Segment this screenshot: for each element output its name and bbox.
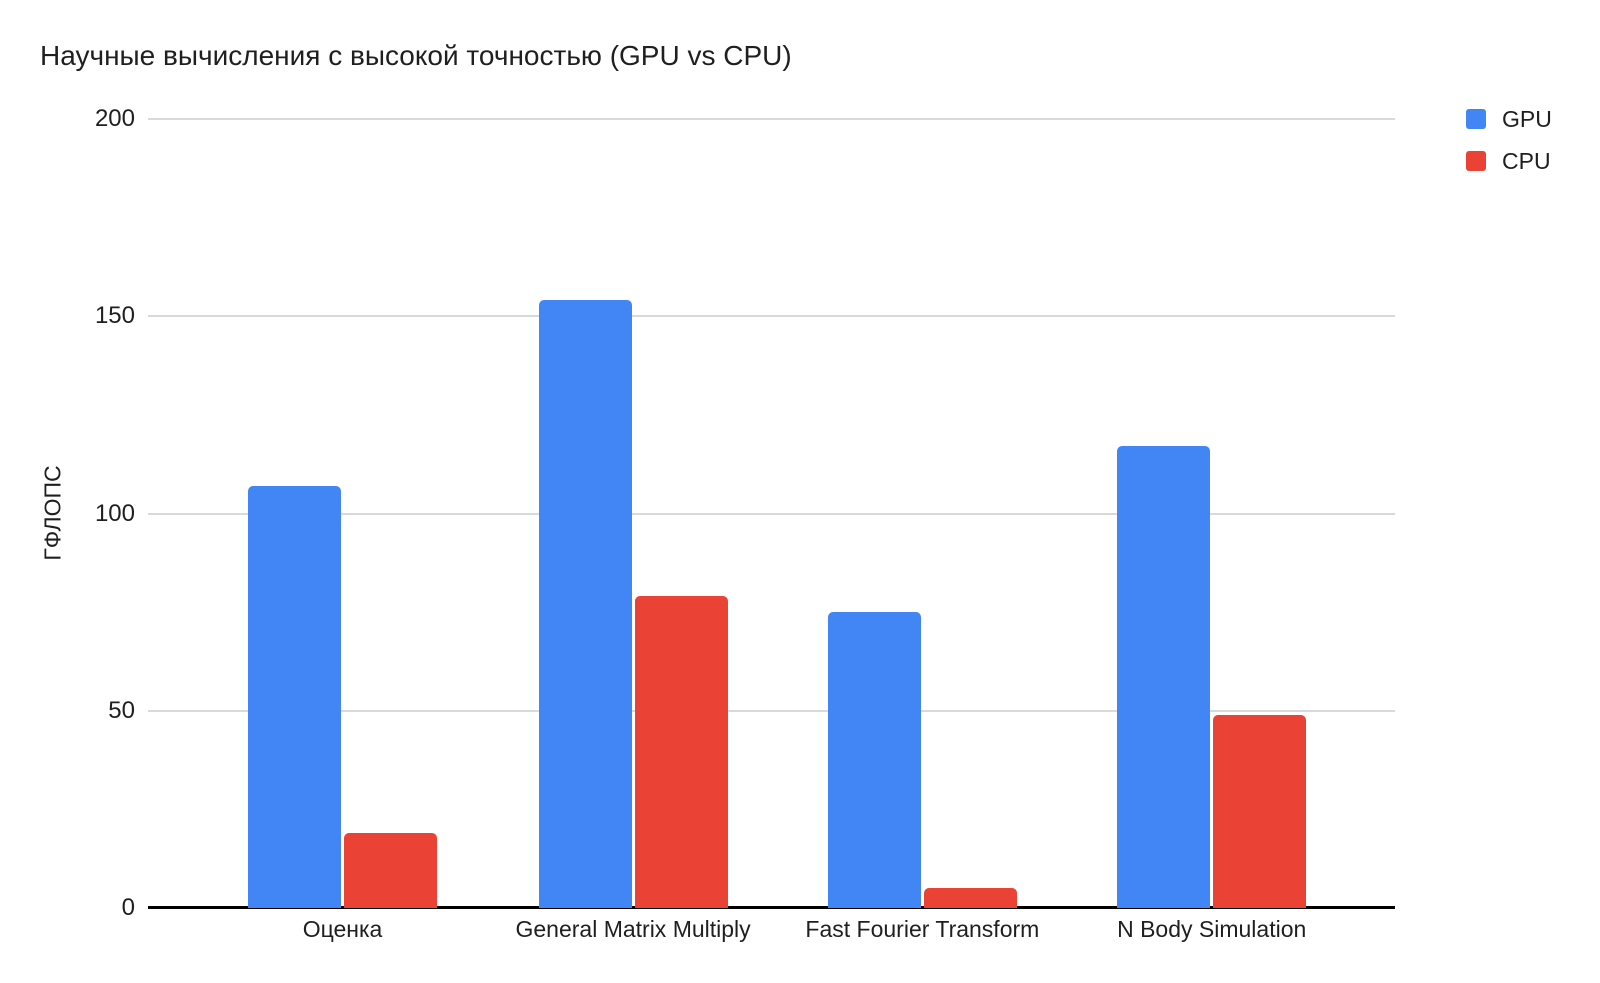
gridline — [148, 512, 1395, 515]
bar-cpu-2 — [634, 596, 728, 908]
bar-cpu-4 — [1213, 714, 1307, 908]
y-tick-label: 100 — [94, 499, 135, 527]
y-tick-label: 200 — [94, 105, 135, 132]
y-tick-label: 0 — [121, 894, 135, 921]
legend: GPU CPU — [1466, 106, 1552, 193]
gpu-swatch-icon — [1466, 109, 1486, 129]
category-label: Fast Fourier Transform — [805, 916, 1040, 942]
gridline — [148, 315, 1395, 318]
y-tick-label: 150 — [94, 302, 135, 330]
y-tick-label: 50 — [108, 696, 135, 724]
bar-gpu-1 — [248, 485, 342, 908]
gridline — [148, 118, 1395, 120]
bar-gpu-3 — [827, 612, 921, 908]
x-axis-line — [148, 906, 1395, 909]
bar-gpu-4 — [1117, 446, 1211, 908]
plot-area — [148, 118, 1395, 908]
chart-title: Научные вычисления с высокой точностью (… — [40, 40, 792, 71]
bar-cpu-1 — [344, 833, 438, 908]
legend-item-gpu: GPU — [1466, 106, 1552, 132]
legend-label-cpu: CPU — [1502, 147, 1551, 174]
category-label: N Body Simulation — [1117, 916, 1307, 942]
legend-label-gpu: GPU — [1502, 105, 1552, 132]
bar-cpu-3 — [923, 888, 1017, 908]
bar-gpu-2 — [538, 300, 632, 908]
cpu-swatch-icon — [1466, 151, 1486, 171]
gridline — [148, 709, 1395, 712]
category-label: General Matrix Multiply — [515, 916, 751, 942]
legend-item-cpu: CPU — [1466, 148, 1552, 174]
category-label: Оценка — [302, 916, 383, 942]
